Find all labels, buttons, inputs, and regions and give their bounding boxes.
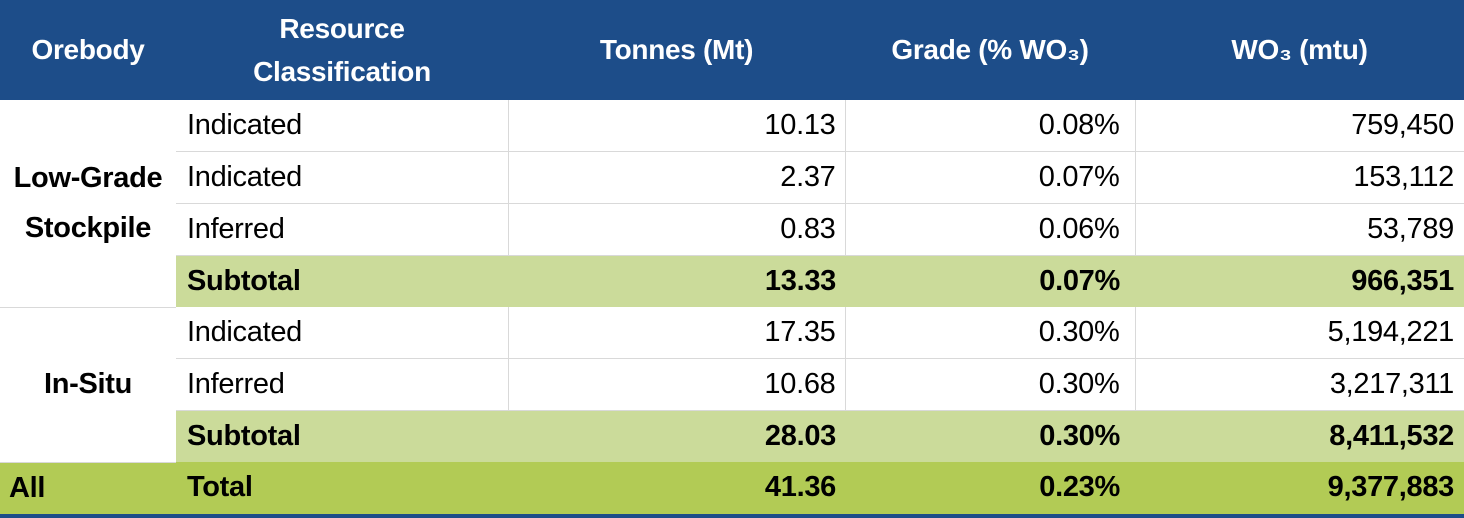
grade-cell: 0.07% — [844, 151, 1135, 204]
classification-cell: Indicated — [176, 151, 508, 204]
subtotal-wo3-cell: 966,351 — [1135, 255, 1464, 307]
tonnes-cell: 10.68 — [507, 358, 845, 411]
table-row: In-Situ Indicated 17.35 0.30% 5,194,221 — [0, 307, 1464, 463]
classification-cell: Indicated — [176, 307, 508, 359]
table-row: Inferred 10.68 0.30% 3,217,311 — [0, 358, 1464, 411]
tonnes-cell: 2.37 — [507, 151, 845, 204]
grade-cell: 0.30% — [844, 358, 1135, 411]
classification-cell: Inferred — [176, 358, 508, 411]
table-row: Indicated 2.37 0.07% 153,112 — [0, 151, 1464, 204]
wo3-cell: 153,112 — [1134, 151, 1464, 204]
grade-cell: 0.30% — [844, 307, 1135, 359]
classification-cell: Indicated — [176, 100, 508, 152]
subtotal-tonnes-cell: 13.33 — [508, 255, 845, 307]
header-cell-resource-classification: Resource Classification — [176, 0, 508, 100]
classification-cell: Inferred — [176, 203, 508, 256]
total-wo3-cell: 9,377,883 — [1135, 462, 1464, 514]
grade-cell: 0.08% — [844, 100, 1135, 152]
subtotal-label-cell: Subtotal — [176, 410, 508, 462]
wo3-cell: 759,450 — [1134, 100, 1464, 152]
wo3-cell: 53,789 — [1134, 203, 1464, 256]
wo3-cell: 5,194,221 — [1134, 307, 1464, 359]
table-header-row: Orebody Resource Classification Tonnes (… — [0, 0, 1464, 100]
orebody-cell-low-grade-stockpile: Low-Grade Stockpile — [0, 100, 176, 308]
total-tonnes-cell: 41.36 — [508, 462, 845, 514]
table-row: Inferred 0.83 0.06% 53,789 — [0, 203, 1464, 256]
subtotal-wo3-cell: 8,411,532 — [1135, 410, 1464, 462]
tonnes-cell: 0.83 — [507, 203, 845, 256]
orebody-cell-in-situ: In-Situ — [0, 307, 176, 463]
header-cell-wo3: WO₃ (mtu) — [1135, 0, 1464, 100]
total-orebody-cell: All — [0, 462, 176, 514]
header-cell-grade: Grade (% WO₃) — [845, 0, 1135, 100]
subtotal-row: Subtotal 13.33 0.07% 966,351 — [0, 255, 1464, 307]
tonnes-cell: 10.13 — [507, 100, 845, 152]
table-row: Low-Grade Stockpile Indicated 10.13 0.08… — [0, 100, 1464, 308]
header-cell-tonnes: Tonnes (Mt) — [508, 0, 845, 100]
subtotal-tonnes-cell: 28.03 — [508, 410, 845, 462]
subtotal-grade-cell: 0.30% — [845, 410, 1135, 462]
total-label-cell: Total — [176, 462, 508, 514]
subtotal-label-cell: Subtotal — [176, 255, 508, 307]
total-row: All Total 41.36 0.23% 9,377,883 — [0, 462, 1464, 514]
header-cell-orebody: Orebody — [0, 0, 176, 100]
grade-cell: 0.06% — [844, 203, 1135, 256]
subtotal-row: Subtotal 28.03 0.30% 8,411,532 — [0, 410, 1464, 462]
bottom-accent-bar — [0, 513, 1464, 518]
subtotal-grade-cell: 0.07% — [845, 255, 1135, 307]
total-grade-cell: 0.23% — [845, 462, 1135, 514]
wo3-cell: 3,217,311 — [1134, 358, 1464, 411]
tonnes-cell: 17.35 — [507, 307, 845, 359]
